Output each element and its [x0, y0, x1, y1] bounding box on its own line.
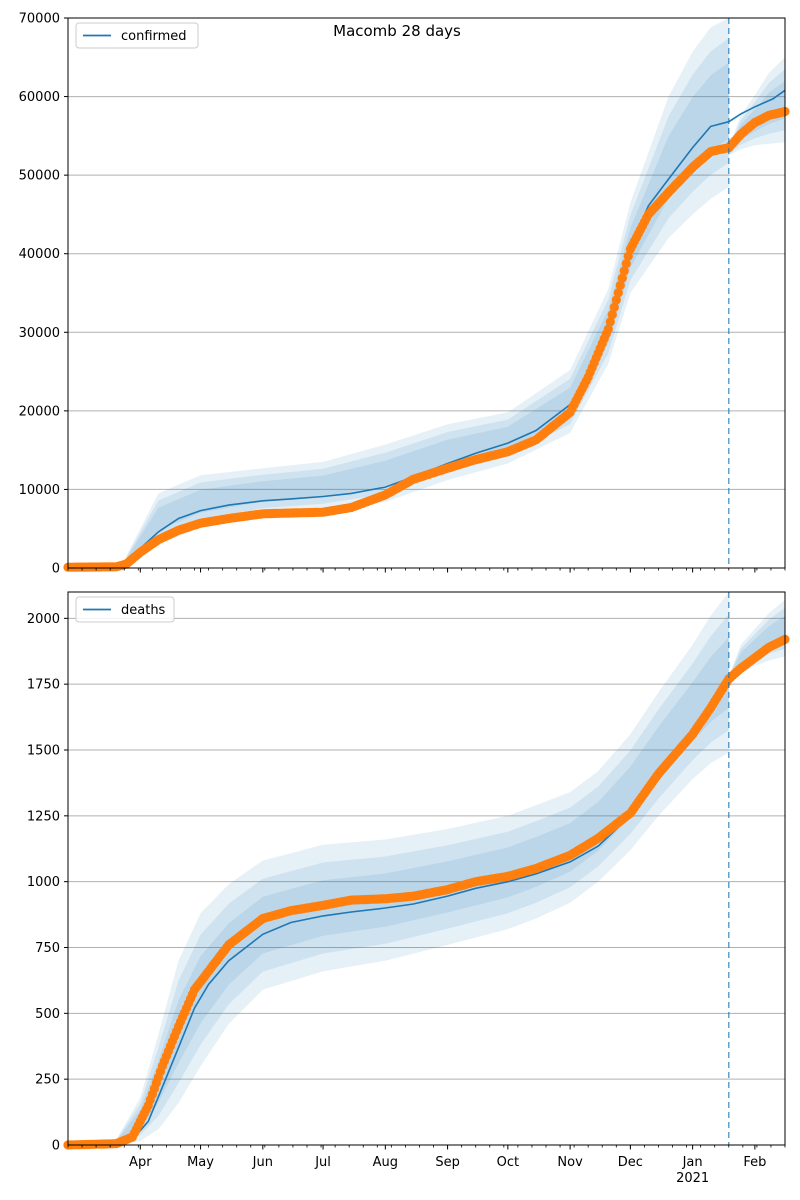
- confirmed-ytick-label: 30000: [19, 326, 60, 341]
- xtick-label: Feb: [743, 1155, 766, 1170]
- xtick-label: Sep: [435, 1155, 460, 1170]
- deaths-ytick-label: 1500: [27, 744, 60, 759]
- observed-point: [619, 266, 629, 276]
- legend: deaths: [75, 596, 175, 623]
- confirmed-ytick-label: 0: [52, 562, 60, 577]
- forecast-band: [728, 599, 785, 682]
- xtick-label: Oct: [497, 1155, 519, 1170]
- confirmed-ytick-label: 10000: [19, 483, 60, 498]
- axes-frame: [67, 17, 786, 569]
- confirmed-ytick-label: 20000: [19, 404, 60, 419]
- legend-box: [75, 22, 199, 49]
- xtick-label: May: [187, 1155, 214, 1170]
- legend-label: deaths: [121, 603, 166, 618]
- chart-title: Macomb 28 days: [333, 22, 461, 40]
- observed-point: [615, 280, 625, 290]
- observed-point: [605, 317, 615, 327]
- confirmed-ytick-label: 60000: [19, 90, 60, 105]
- observed-point: [613, 288, 623, 298]
- xtick-label: Dec: [618, 1155, 643, 1170]
- observed-point: [607, 310, 617, 320]
- uncertainty-band: [116, 614, 729, 1145]
- xtick-label: Jan: [682, 1155, 703, 1170]
- confirmed-panel: 0 10000 20000 30000 40000 50000 60000 70000 conf…: [19, 12, 790, 577]
- observed-point: [623, 251, 633, 261]
- legend: confirmed: [75, 22, 199, 49]
- deaths-ytick-label: 1750: [27, 678, 60, 693]
- deaths-ytick-label: 2000: [27, 612, 60, 627]
- uncertainty-band: [126, 62, 729, 563]
- deaths-ytick-label: 1000: [27, 875, 60, 890]
- observed-point: [603, 324, 613, 334]
- axes-frame: [67, 591, 786, 1146]
- observed-point: [621, 259, 631, 269]
- xtick-year-label: 2021: [676, 1171, 709, 1186]
- xtick-label: Nov: [557, 1155, 583, 1170]
- deaths-ytick-label: 750: [35, 941, 60, 956]
- xtick-label: Apr: [129, 1155, 152, 1170]
- confirmed-ytick-label: 70000: [19, 12, 60, 27]
- observed-point: [609, 302, 619, 312]
- confirmed-ytick-label: 50000: [19, 169, 60, 184]
- legend-box: [75, 596, 175, 623]
- uncertainty-band: [116, 592, 729, 1145]
- deaths-ytick-label: 1250: [27, 809, 60, 824]
- uncertainty-band: [126, 38, 729, 565]
- deaths-ytick-label: 500: [35, 1007, 60, 1022]
- xtick-label: Jun: [252, 1155, 273, 1170]
- observed-point: [617, 273, 627, 283]
- deaths-panel: 0 250 500 750 1000 1250 1500 1750 2000 Apr May Jun J…: [27, 591, 790, 1186]
- deaths-ytick-label: 250: [35, 1073, 60, 1088]
- observed-point: [611, 295, 621, 305]
- confirmed-ytick-label: 40000: [19, 247, 60, 262]
- xtick-label: Aug: [373, 1155, 398, 1170]
- deaths-ytick-label: 0: [52, 1139, 60, 1154]
- xtick-label: Jul: [314, 1155, 331, 1170]
- uncertainty-band: [126, 18, 729, 566]
- model-line: [67, 89, 786, 569]
- legend-label: confirmed: [121, 29, 187, 44]
